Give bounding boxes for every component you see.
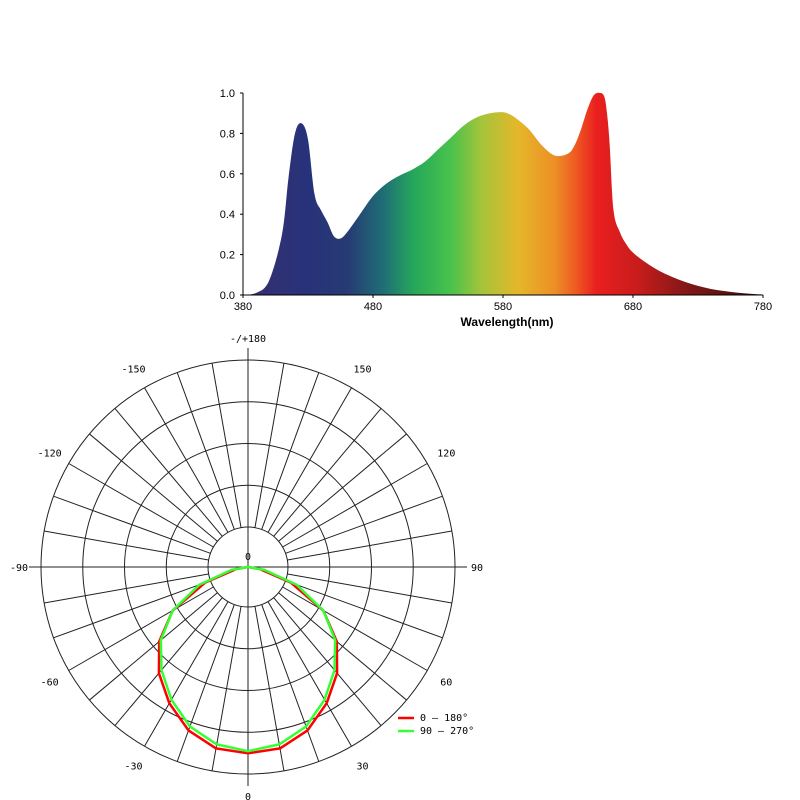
x-tick-label: 580 [494, 301, 512, 313]
polar-spoke [273, 597, 382, 726]
polar-spoke [285, 580, 443, 639]
polar-spoke [44, 530, 209, 561]
y-tick-label: 0.8 [220, 128, 235, 140]
polar-spoke [261, 604, 320, 762]
polar-angle-label: -120 [38, 449, 62, 460]
polar-angle-label: 120 [437, 449, 455, 460]
polar-spoke [282, 463, 428, 548]
polar-spoke [44, 573, 209, 604]
x-tick-label: 480 [364, 301, 382, 313]
polar-spoke [278, 592, 407, 701]
y-tick-label: 0.4 [220, 209, 235, 221]
polar-spoke [282, 586, 428, 671]
polar-series-group [157, 565, 339, 755]
polar-angle-label: 0 [245, 792, 251, 800]
polar-spoke [285, 495, 443, 554]
polar-angle-label: 90 [471, 563, 483, 574]
spectrum-chart: 380 480 580 680 780 0.0 0.2 0.4 0.6 0.8 1.0 Wavel… [220, 88, 772, 329]
polar-angle-label: 150 [353, 365, 371, 376]
polar-angle-label: -150 [121, 365, 145, 376]
y-tick-label: 0.2 [220, 250, 235, 262]
polar-spoke [144, 387, 229, 533]
legend-label-0: 0 – 180° [420, 713, 468, 724]
y-tick-label: 0.6 [220, 169, 235, 181]
polar-spoke [68, 463, 214, 548]
polar-spoke [176, 604, 235, 762]
polar-spoke [287, 573, 452, 604]
polar-spoke [287, 530, 452, 561]
polar-spoke [89, 433, 218, 542]
polar-angle-label: -60 [41, 678, 59, 689]
polar-spoke [68, 586, 214, 671]
x-tick-label: 780 [754, 301, 772, 313]
spectrum-area [243, 92, 763, 296]
polar-angle-label: -90 [10, 563, 28, 574]
polar-spoke [89, 592, 218, 701]
polar-spoke [211, 363, 242, 528]
polar-legend: 0 – 180° 90 – 270° [398, 713, 474, 737]
polar-spoke [53, 580, 211, 639]
spectrum-plot-area [243, 92, 763, 296]
polar-spoke [267, 601, 352, 747]
polar-spoke [114, 597, 223, 726]
y-tick-label: 1.0 [220, 88, 235, 100]
polar-angle-label: 60 [440, 678, 452, 689]
x-tick-label: 680 [624, 301, 642, 313]
polar-spoke [176, 372, 235, 530]
polar-spoke [114, 408, 223, 537]
x-axis-title: Wavelength(nm) [461, 315, 554, 329]
polar-angle-label: -/+180 [230, 334, 266, 345]
polar-spoke [273, 408, 382, 537]
polar-spoke [261, 372, 320, 530]
polar-spoke [254, 363, 285, 528]
polar-spoke [267, 387, 352, 533]
polar-spoke [278, 433, 407, 542]
y-tick-label: 0.0 [220, 290, 235, 302]
legend-label-1: 90 – 270° [420, 726, 474, 737]
polar-spoke [53, 495, 211, 554]
polar-angle-label: -30 [124, 761, 142, 772]
polar-spoke [144, 601, 229, 747]
polar-series-1 [159, 565, 337, 753]
polar-angle-label: 30 [356, 761, 368, 772]
x-tick-label: 380 [234, 301, 252, 313]
polar-grid [29, 348, 467, 786]
polar-center-label: 0 [245, 552, 251, 563]
